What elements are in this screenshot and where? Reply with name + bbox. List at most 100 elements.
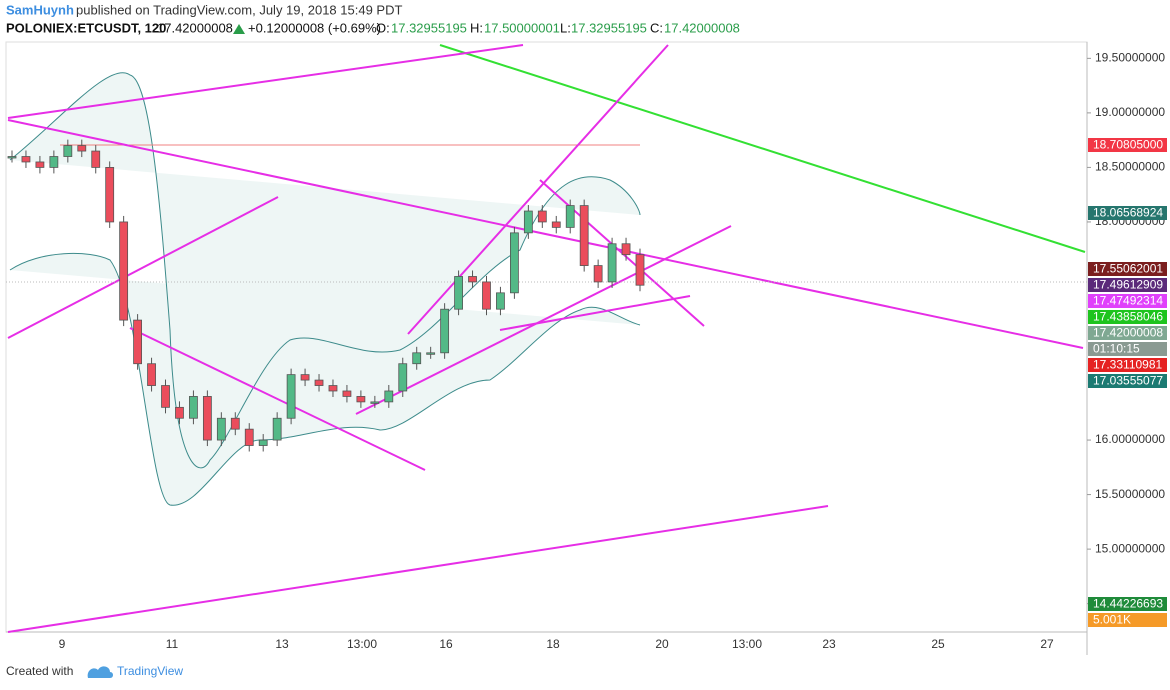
trend-line	[499, 295, 691, 331]
candle-body	[356, 396, 366, 403]
x-tick-label: 20	[655, 637, 669, 651]
published: published on TradingView.com, July 19, 2…	[76, 2, 402, 17]
low: 17.32955195	[571, 20, 647, 35]
price-tag	[1088, 206, 1167, 220]
candle-body	[216, 417, 226, 441]
trend-line	[407, 44, 669, 335]
low-label: L:	[560, 20, 571, 35]
price-tag	[1088, 358, 1167, 372]
y-tick-label: 19.00000000	[1095, 105, 1165, 119]
trend-line	[7, 505, 829, 633]
trend-line	[129, 327, 426, 471]
close: 17.42000008	[664, 20, 740, 35]
up-arrow	[233, 24, 245, 34]
candle-body	[105, 167, 115, 223]
candle-body	[426, 352, 436, 355]
footer-bg	[0, 655, 1170, 690]
candle-body	[77, 145, 87, 152]
y-tick-label: 19.50000000	[1095, 51, 1165, 65]
close-label: C:	[650, 20, 663, 35]
candle-body	[565, 205, 575, 228]
price-tag-label: 17.47492314	[1093, 294, 1163, 308]
price-tag	[1088, 597, 1167, 611]
candle-body	[133, 319, 143, 365]
candle-body	[328, 385, 338, 392]
y-tick-label: 15.50000000	[1095, 487, 1165, 501]
price-tag	[1088, 613, 1167, 627]
candle-body	[300, 374, 310, 381]
price-tag-label: 18.70805000	[1093, 138, 1163, 152]
open-label: O:	[376, 20, 390, 35]
x-tick-label: 13	[275, 637, 289, 651]
price-tag-label: 17.42000008	[1093, 326, 1163, 340]
price-tag	[1088, 342, 1167, 356]
candle-body	[537, 210, 547, 223]
author[interactable]: SamHuynh	[6, 2, 74, 17]
candle-body	[398, 363, 408, 392]
candle-body	[635, 254, 645, 286]
candle-body	[468, 276, 477, 283]
price-tag	[1088, 374, 1167, 388]
candle-body	[258, 439, 268, 446]
x-tick-label: 9	[59, 637, 66, 651]
candle-body	[147, 363, 156, 386]
trend-line	[7, 196, 279, 339]
x-tick-label: 25	[931, 637, 945, 651]
candle-body	[440, 308, 450, 354]
candle-body	[272, 417, 282, 441]
candle-body	[175, 406, 184, 419]
candle-body	[230, 417, 240, 430]
price-tag-label: 18.06568924	[1093, 206, 1163, 220]
candle-body	[63, 145, 73, 157]
symbol: POLONIEX:ETCUSDT, 120	[6, 20, 166, 35]
created-with: Created with	[6, 664, 73, 678]
high-label: H:	[470, 20, 483, 35]
candle-body	[314, 379, 324, 386]
candle-body	[21, 156, 31, 163]
price-tag-label: 01:10:15	[1093, 342, 1140, 356]
candle-body	[161, 385, 170, 408]
price-tag-label: 14.44226693	[1093, 597, 1163, 611]
x-tick-label: 13:00	[732, 637, 762, 651]
high: 17.50000001	[484, 20, 560, 35]
y-tick-label: 16.00000000	[1095, 432, 1165, 446]
x-tick-label: 16	[439, 637, 453, 651]
candle-body	[342, 390, 352, 397]
logo	[87, 666, 113, 678]
candle-body	[384, 390, 394, 403]
candle-body	[621, 243, 631, 256]
price-tag-label: 17.55062001	[1093, 262, 1163, 276]
candle-body	[579, 205, 589, 266]
price-tag	[1088, 138, 1167, 152]
trend-line	[439, 44, 1086, 253]
candle-body	[523, 210, 533, 234]
candle-body	[49, 156, 59, 168]
candle-body	[286, 374, 296, 419]
x-tick-label: 27	[1040, 637, 1054, 651]
price-tag	[1088, 326, 1167, 340]
candle-body	[482, 281, 491, 310]
candle-body	[509, 232, 519, 294]
candle-body	[91, 150, 101, 168]
price-tag-label: 5.001K	[1093, 613, 1131, 627]
candle-body	[244, 428, 254, 446]
price-tag-label: 17.33110981	[1093, 358, 1163, 372]
brand[interactable]: TradingView	[117, 664, 183, 678]
last-price: 17.42000008	[157, 20, 233, 35]
price-tag	[1088, 278, 1167, 292]
candle-body	[607, 243, 617, 283]
price-tag-label: 17.43858046	[1093, 310, 1163, 324]
trend-line	[355, 225, 732, 415]
candle-body	[370, 401, 380, 404]
price-tag	[1088, 262, 1167, 276]
candle-body	[496, 292, 505, 310]
trend-line	[7, 119, 1084, 349]
candle-body	[551, 221, 561, 228]
candle-body	[454, 276, 463, 310]
x-tick-label: 18	[546, 637, 560, 651]
candle-body	[412, 352, 422, 365]
y-tick-label: 18.50000000	[1095, 160, 1165, 174]
candle-body	[202, 396, 212, 441]
